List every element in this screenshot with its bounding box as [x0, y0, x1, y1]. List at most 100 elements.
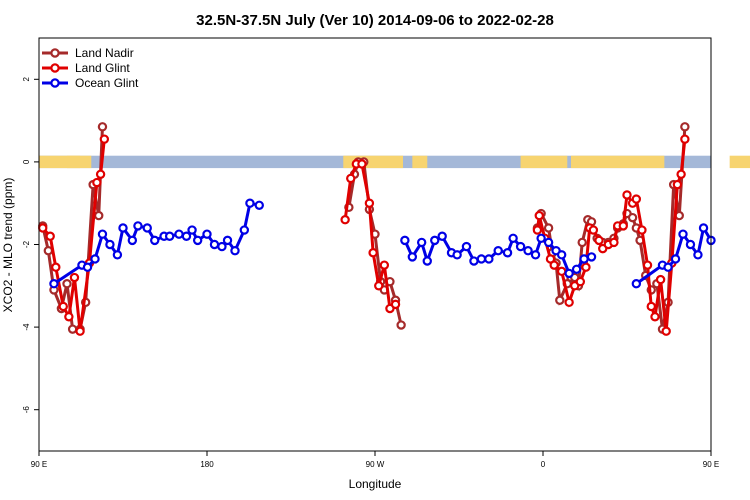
data-point	[622, 190, 632, 200]
data-point	[239, 225, 250, 235]
legend-swatch-marker	[50, 63, 60, 73]
data-point	[493, 245, 503, 256]
data-point	[97, 122, 108, 132]
data-point	[452, 250, 462, 260]
x-axis: 90 E 180 90 W 0 90 E	[31, 451, 719, 469]
data-point	[38, 223, 48, 233]
data-point	[430, 235, 440, 246]
x-tick-label: 90 E	[31, 460, 47, 469]
data-point	[655, 274, 666, 285]
data-point	[390, 299, 401, 310]
data-point	[374, 281, 384, 291]
data-point	[75, 326, 85, 336]
series-line	[343, 162, 397, 312]
data-point	[564, 268, 574, 279]
x-axis-label: Longitude	[349, 477, 402, 491]
data-point	[49, 279, 59, 289]
data-point	[346, 173, 356, 184]
data-point	[112, 250, 123, 260]
data-point	[118, 223, 128, 233]
series-ocean-glint	[49, 198, 716, 289]
data-point	[530, 250, 541, 260]
data-point	[379, 260, 390, 270]
data-point	[396, 320, 406, 330]
data-point	[416, 237, 427, 248]
data-point	[105, 239, 115, 250]
data-point	[508, 233, 518, 244]
data-point	[340, 215, 350, 225]
data-point	[133, 221, 143, 231]
data-point	[549, 260, 559, 270]
data-point	[534, 210, 544, 221]
land-band-segment	[412, 155, 428, 169]
data-point	[222, 235, 233, 246]
legend-label: Ocean Glint	[75, 76, 139, 90]
data-point	[532, 225, 543, 235]
data-point	[164, 231, 175, 241]
data-point	[254, 200, 264, 210]
data-point	[90, 254, 100, 264]
chart-title: 32.5N-37.5N July (Ver 10) 2014-09-06 to …	[196, 12, 554, 29]
y-tick-label: 0	[22, 159, 31, 164]
data-point	[627, 212, 638, 223]
data-point	[672, 179, 683, 190]
data-point	[181, 231, 192, 241]
land-band-segment	[39, 155, 92, 169]
legend-label: Land Nadir	[75, 46, 134, 60]
legend-item: Ocean Glint	[42, 76, 139, 90]
land-band-segment	[729, 155, 750, 169]
data-point	[680, 134, 690, 144]
data-point	[556, 250, 567, 260]
data-point	[579, 254, 589, 264]
data-point	[646, 301, 656, 312]
data-point	[67, 324, 78, 334]
x-tick-label: 90 E	[703, 460, 719, 469]
y-tick-label: -2	[22, 240, 31, 248]
data-point	[502, 248, 513, 258]
data-point	[202, 229, 212, 239]
data-point	[357, 159, 367, 169]
land-band-segment	[67, 155, 81, 169]
data-point	[484, 254, 494, 264]
data-point	[64, 312, 74, 322]
data-point	[127, 235, 138, 246]
data-point	[515, 241, 526, 252]
data-point	[422, 256, 432, 266]
data-point	[577, 237, 587, 248]
data-point	[217, 241, 227, 252]
data-point	[95, 169, 106, 179]
data-point	[230, 245, 240, 256]
data-point	[618, 221, 628, 231]
data-point	[571, 264, 582, 274]
legend-item: Land Nadir	[42, 46, 134, 60]
data-point	[58, 301, 68, 312]
data-point	[698, 223, 709, 233]
data-point	[92, 177, 102, 188]
data-point	[642, 260, 653, 270]
y-tick-label: -4	[22, 323, 31, 331]
data-point	[99, 134, 110, 144]
y-tick-label: -6	[22, 406, 31, 414]
data-point	[192, 235, 203, 246]
data-point	[556, 266, 567, 277]
data-point	[661, 326, 671, 336]
data-point	[609, 237, 619, 248]
data-point	[637, 225, 647, 235]
data-point	[94, 210, 104, 221]
data-point	[45, 231, 55, 241]
data-point	[670, 254, 681, 264]
land-band-segment	[571, 155, 665, 169]
data-point	[631, 279, 642, 289]
y-axis-label: XCO2 - MLO trend (ppm)	[1, 178, 15, 313]
x-tick-label: 90 W	[366, 460, 385, 469]
data-point	[663, 262, 673, 272]
series-land-glint	[38, 134, 690, 336]
data-point	[407, 252, 418, 262]
legend-label: Land Glint	[75, 61, 130, 75]
data-point	[187, 225, 197, 235]
data-point	[209, 239, 220, 250]
data-point	[543, 223, 554, 233]
data-point	[693, 250, 703, 260]
data-point	[437, 231, 447, 241]
